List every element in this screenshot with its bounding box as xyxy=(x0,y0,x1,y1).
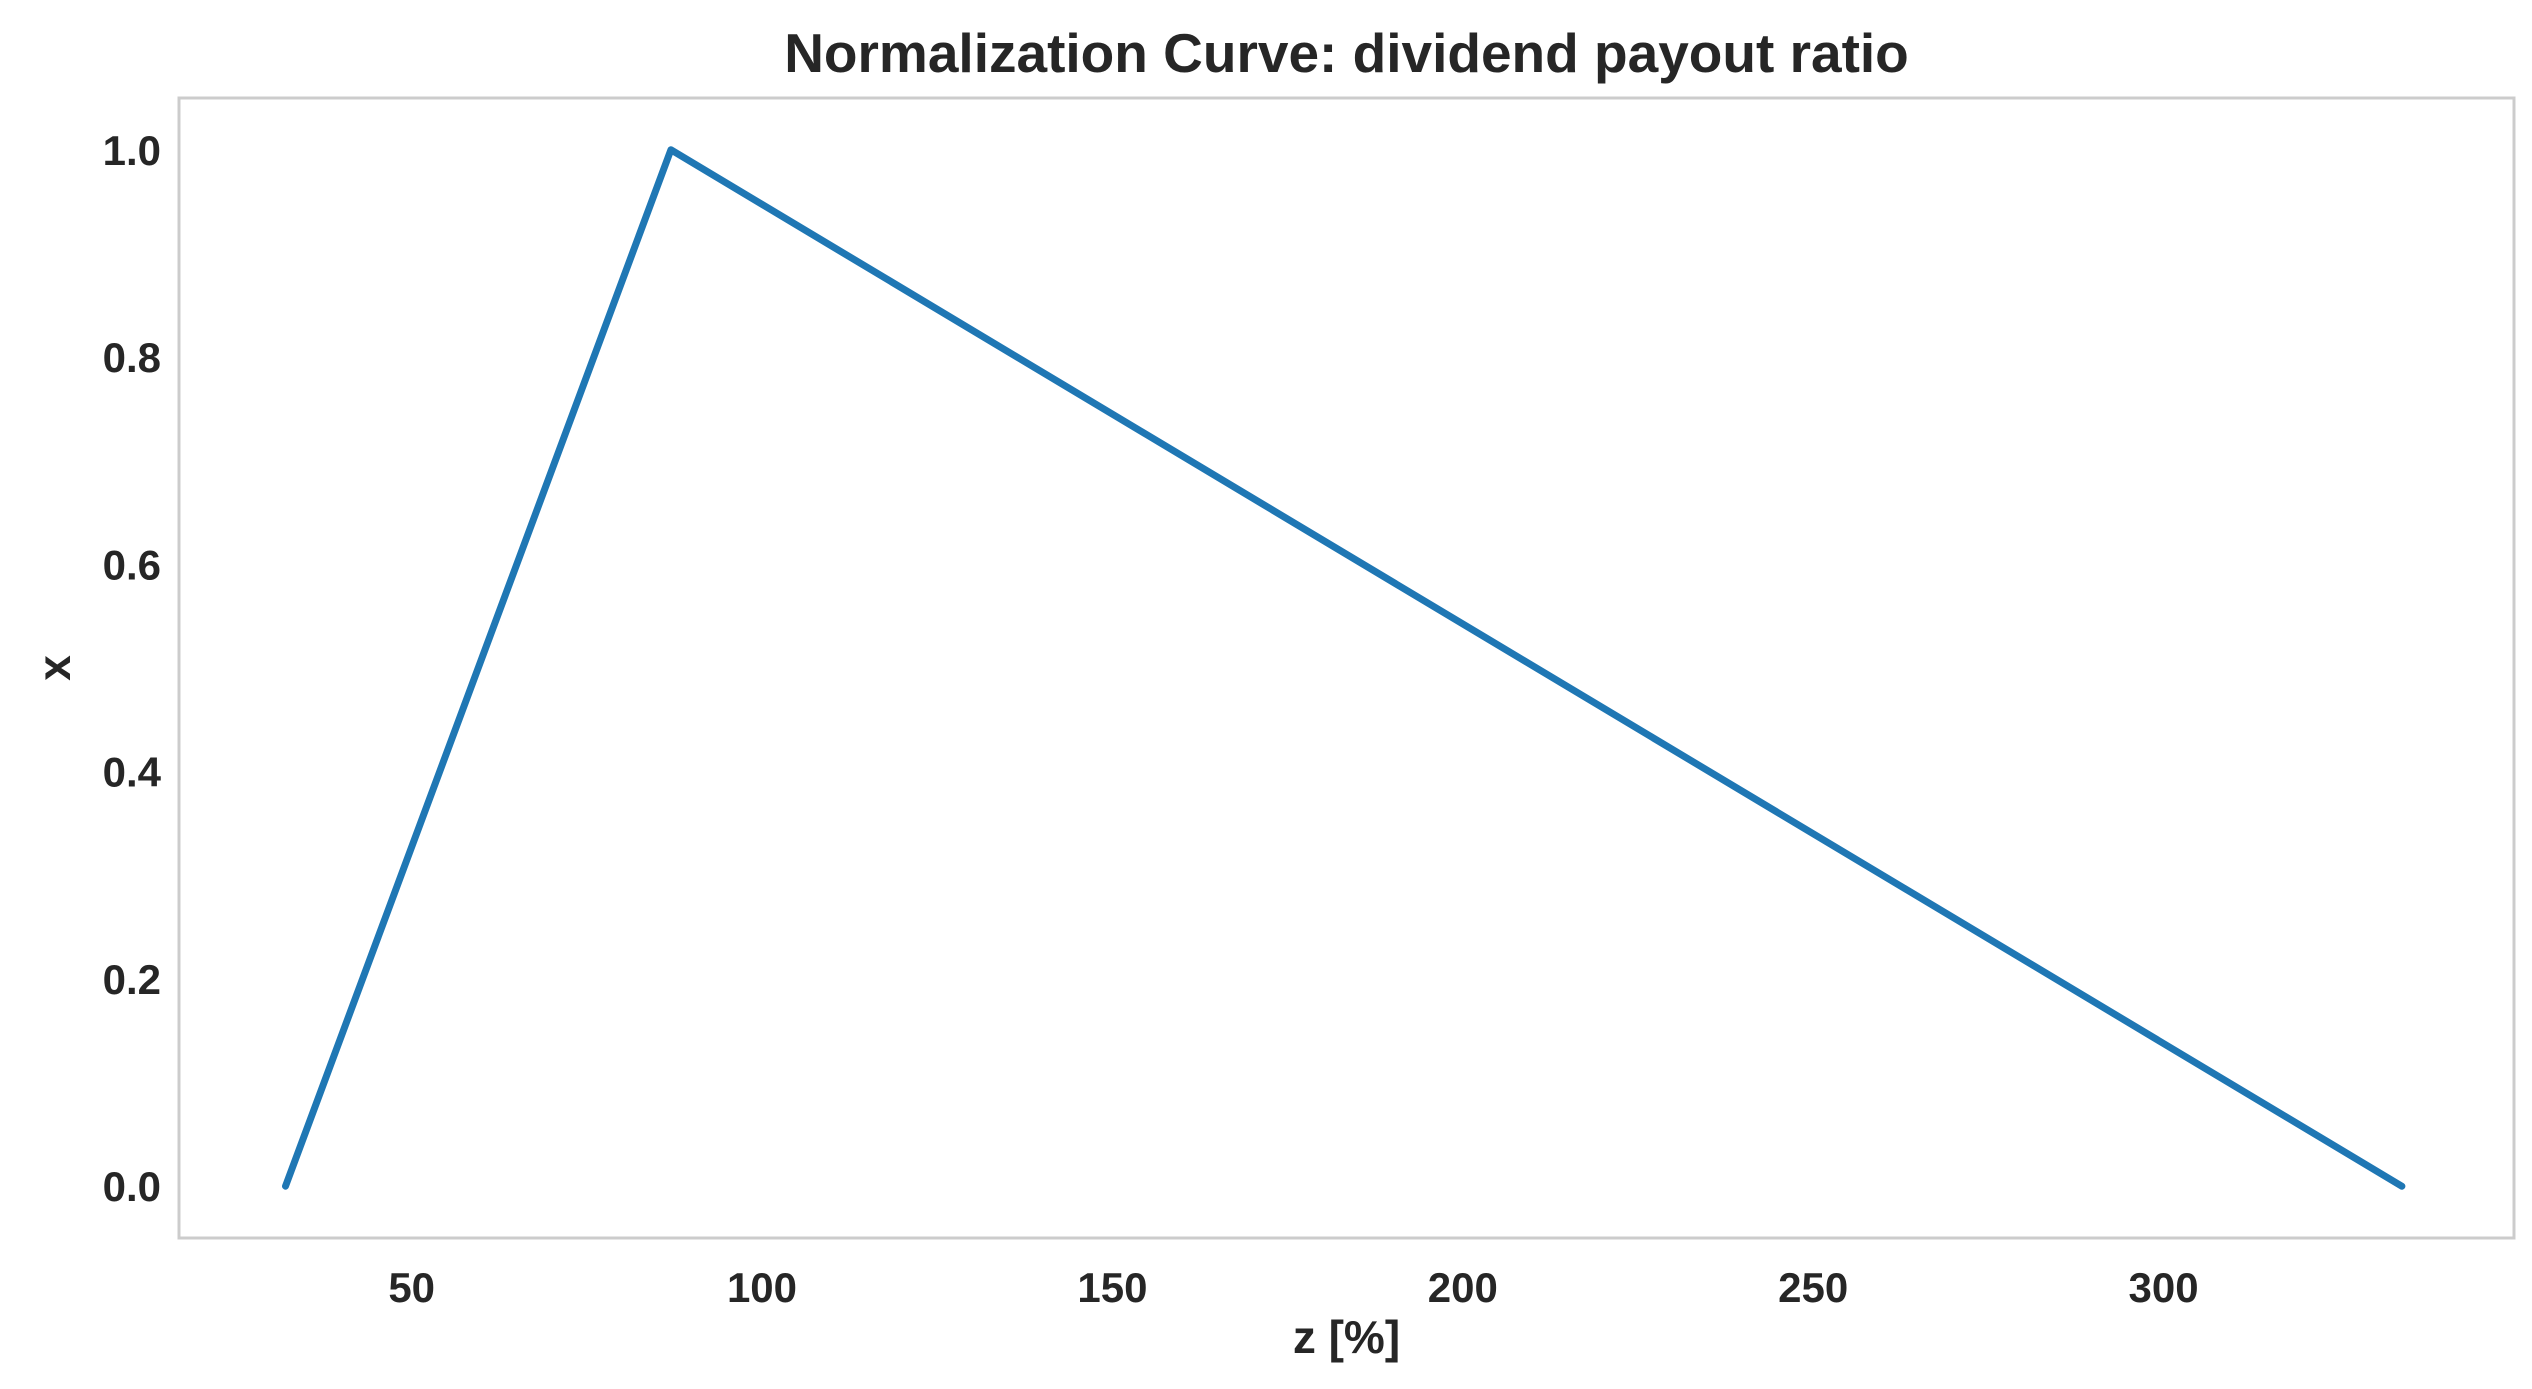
x-tick-labels: 50 100 150 200 250 300 xyxy=(388,1264,2198,1311)
x-tick-label: 300 xyxy=(2129,1264,2199,1311)
y-tick-label: 0.4 xyxy=(103,749,162,796)
series-line-0 xyxy=(282,146,2406,1190)
y-tick-label: 0.2 xyxy=(103,956,161,1003)
x-tick-label: 150 xyxy=(1077,1264,1147,1311)
x-tick-label: 50 xyxy=(388,1264,435,1311)
y-tick-label: 0.6 xyxy=(103,541,161,588)
x-axis-label: z [%] xyxy=(1293,1311,1400,1363)
y-tick-labels: 0.0 0.2 0.4 0.6 0.8 1.0 xyxy=(103,127,162,1210)
plot-area-frame xyxy=(177,96,2516,1240)
y-tick-label: 0.0 xyxy=(103,1163,161,1210)
x-tick-label: 250 xyxy=(1778,1264,1848,1311)
chart-title: Normalization Curve: dividend payout rat… xyxy=(784,22,1909,84)
series-layer xyxy=(282,146,2406,1190)
x-tick-label: 100 xyxy=(727,1264,797,1311)
x-tick-label: 200 xyxy=(1428,1264,1498,1311)
y-tick-label: 0.8 xyxy=(103,334,161,381)
y-axis-label: x xyxy=(28,655,80,681)
y-tick-label: 1.0 xyxy=(103,127,161,174)
